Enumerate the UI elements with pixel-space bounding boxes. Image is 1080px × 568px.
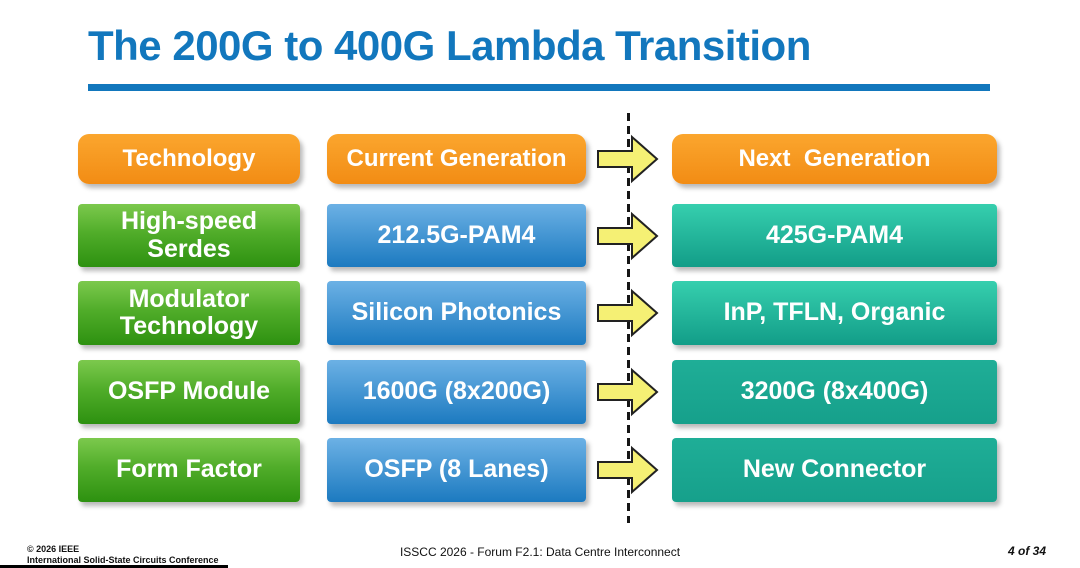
page-title: The 200G to 400G Lambda Transition — [88, 22, 811, 69]
current-cell-serdes: 212.5G-PAM4 — [327, 204, 586, 267]
footer-forum-title: ISSCC 2026 - Forum F2.1: Data Centre Int… — [399, 545, 681, 559]
right-arrow-icon — [597, 134, 659, 184]
tech-cell-modulator: Modulator Technology — [78, 281, 300, 345]
tech-cell-high-speed-serdes: High-speed Serdes — [78, 204, 300, 267]
next-cell-osfp-module: 3200G (8x400G) — [672, 360, 997, 424]
header-current-generation: Current Generation — [327, 134, 586, 184]
header-technology: Technology — [78, 134, 300, 184]
footer-page-number: 4 of 34 — [1007, 544, 1046, 558]
title-underline — [88, 84, 990, 91]
current-cell-osfp-module: 1600G (8x200G) — [327, 360, 586, 424]
next-cell-modulator: InP, TFLN, Organic — [672, 281, 997, 345]
right-arrow-icon — [597, 211, 659, 261]
right-arrow-icon — [597, 445, 659, 495]
header-next-generation: Next Generation — [672, 134, 997, 184]
right-arrow-icon — [597, 288, 659, 338]
current-cell-modulator: Silicon Photonics — [327, 281, 586, 345]
footer-copyright-line1: © 2026 IEEE — [27, 544, 80, 554]
next-cell-form-factor: New Connector — [672, 438, 997, 502]
footer-copyright-line2: International Solid-State Circuits Confe… — [27, 555, 219, 566]
footer-divider-bar — [0, 565, 228, 568]
next-cell-serdes: 425G-PAM4 — [672, 204, 997, 267]
tech-cell-osfp-module: OSFP Module — [78, 360, 300, 424]
current-cell-form-factor: OSFP (8 Lanes) — [327, 438, 586, 502]
right-arrow-icon — [597, 367, 659, 417]
tech-cell-form-factor: Form Factor — [78, 438, 300, 502]
footer-copyright: © 2026 IEEE International Solid-State Ci… — [27, 544, 219, 567]
